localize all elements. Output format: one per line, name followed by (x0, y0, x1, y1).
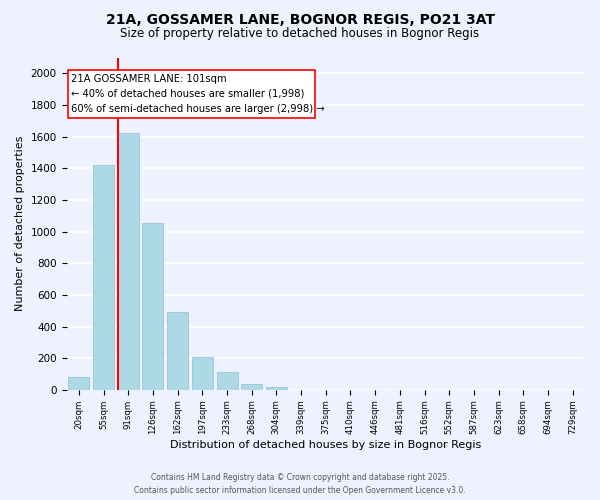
Bar (68, 377, 89, 390)
Bar (192, 358, 213, 390)
X-axis label: Distribution of detached houses by size in Bognor Regis: Distribution of detached houses by size … (170, 440, 481, 450)
Text: Contains HM Land Registry data © Crown copyright and database right 2025.
Contai: Contains HM Land Registry data © Crown c… (134, 473, 466, 495)
Bar (266, 386, 287, 390)
Bar (142, 223, 163, 390)
Bar (93, 165, 114, 390)
Bar (241, 384, 262, 390)
Text: 21A GOSSAMER LANE: 101sqm
← 40% of detached houses are smaller (1,998)
60% of se: 21A GOSSAMER LANE: 101sqm ← 40% of detac… (71, 74, 325, 114)
Text: Size of property relative to detached houses in Bognor Regis: Size of property relative to detached ho… (121, 28, 479, 40)
Bar (217, 372, 238, 390)
FancyBboxPatch shape (68, 70, 314, 117)
Bar (167, 312, 188, 390)
Bar (118, 134, 139, 390)
Text: 21A, GOSSAMER LANE, BOGNOR REGIS, PO21 3AT: 21A, GOSSAMER LANE, BOGNOR REGIS, PO21 3… (106, 12, 494, 26)
Y-axis label: Number of detached properties: Number of detached properties (15, 136, 25, 312)
